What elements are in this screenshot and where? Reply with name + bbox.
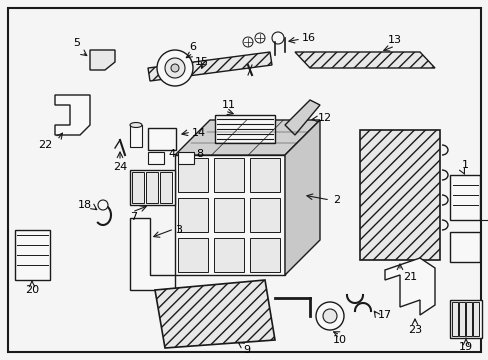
Polygon shape (148, 52, 271, 81)
Circle shape (157, 50, 193, 86)
Ellipse shape (130, 122, 142, 127)
Bar (449, 175, 479, 220)
Polygon shape (285, 120, 319, 275)
Bar (15, 230, 50, 280)
Text: 13: 13 (387, 35, 401, 45)
Bar (178, 152, 194, 164)
Text: 4: 4 (168, 149, 175, 159)
Bar (178, 198, 207, 232)
Polygon shape (294, 52, 434, 68)
Bar (214, 198, 244, 232)
Circle shape (243, 37, 252, 47)
Text: 3: 3 (175, 225, 182, 235)
Bar (148, 128, 176, 150)
Circle shape (164, 58, 184, 78)
Bar (215, 115, 274, 143)
Bar (472, 302, 478, 336)
Bar (249, 198, 280, 232)
Polygon shape (130, 218, 175, 290)
Bar (178, 158, 207, 192)
Text: 19: 19 (458, 342, 472, 352)
Circle shape (323, 309, 336, 323)
Bar (214, 158, 244, 192)
Text: 8: 8 (196, 149, 203, 159)
Text: 2: 2 (332, 195, 340, 205)
Bar (214, 238, 244, 272)
Circle shape (171, 64, 179, 72)
Text: 6: 6 (189, 42, 196, 52)
Text: 14: 14 (192, 128, 206, 138)
Text: 20: 20 (25, 285, 39, 295)
Bar (148, 152, 163, 164)
Bar (359, 130, 439, 260)
Text: 7: 7 (130, 212, 137, 222)
Text: 18: 18 (78, 200, 92, 210)
Text: 17: 17 (377, 310, 391, 320)
Bar (160, 172, 172, 203)
Polygon shape (90, 50, 115, 70)
Text: 15: 15 (195, 57, 208, 67)
Bar (130, 170, 175, 205)
Polygon shape (384, 258, 434, 315)
Bar (130, 125, 142, 147)
Text: 21: 21 (402, 272, 416, 282)
Text: 11: 11 (222, 100, 236, 110)
Bar (449, 300, 481, 338)
Circle shape (271, 32, 284, 44)
Polygon shape (285, 100, 319, 135)
Text: 1: 1 (461, 160, 468, 170)
Circle shape (315, 302, 343, 330)
Polygon shape (175, 120, 319, 155)
Bar (249, 158, 280, 192)
Text: 12: 12 (317, 113, 331, 123)
Polygon shape (55, 95, 90, 135)
Text: 16: 16 (302, 33, 315, 43)
Circle shape (98, 200, 108, 210)
Text: 22: 22 (38, 140, 52, 150)
Bar (458, 302, 464, 336)
Bar (146, 172, 158, 203)
Polygon shape (175, 155, 285, 275)
Bar (465, 302, 471, 336)
Text: 9: 9 (243, 345, 250, 355)
Bar (132, 172, 143, 203)
Text: 24: 24 (113, 162, 127, 172)
Circle shape (254, 33, 264, 43)
Bar (249, 238, 280, 272)
Text: 10: 10 (332, 335, 346, 345)
Bar (451, 302, 457, 336)
Bar (449, 232, 479, 262)
Polygon shape (155, 280, 274, 348)
Bar (178, 238, 207, 272)
Text: 5: 5 (73, 38, 80, 48)
Text: 23: 23 (407, 325, 421, 335)
